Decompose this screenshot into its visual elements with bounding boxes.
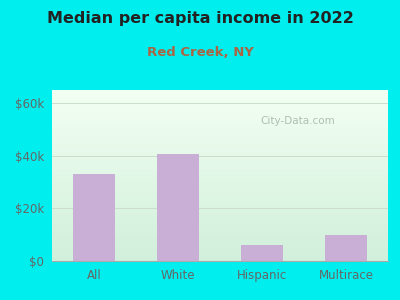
Bar	[157, 154, 199, 261]
Bar	[241, 245, 283, 261]
Text: Red Creek, NY: Red Creek, NY	[146, 46, 254, 59]
Text: City-Data.com: City-Data.com	[260, 116, 335, 126]
Bar	[325, 235, 367, 261]
Bar	[73, 174, 115, 261]
Text: Median per capita income in 2022: Median per capita income in 2022	[46, 11, 354, 26]
